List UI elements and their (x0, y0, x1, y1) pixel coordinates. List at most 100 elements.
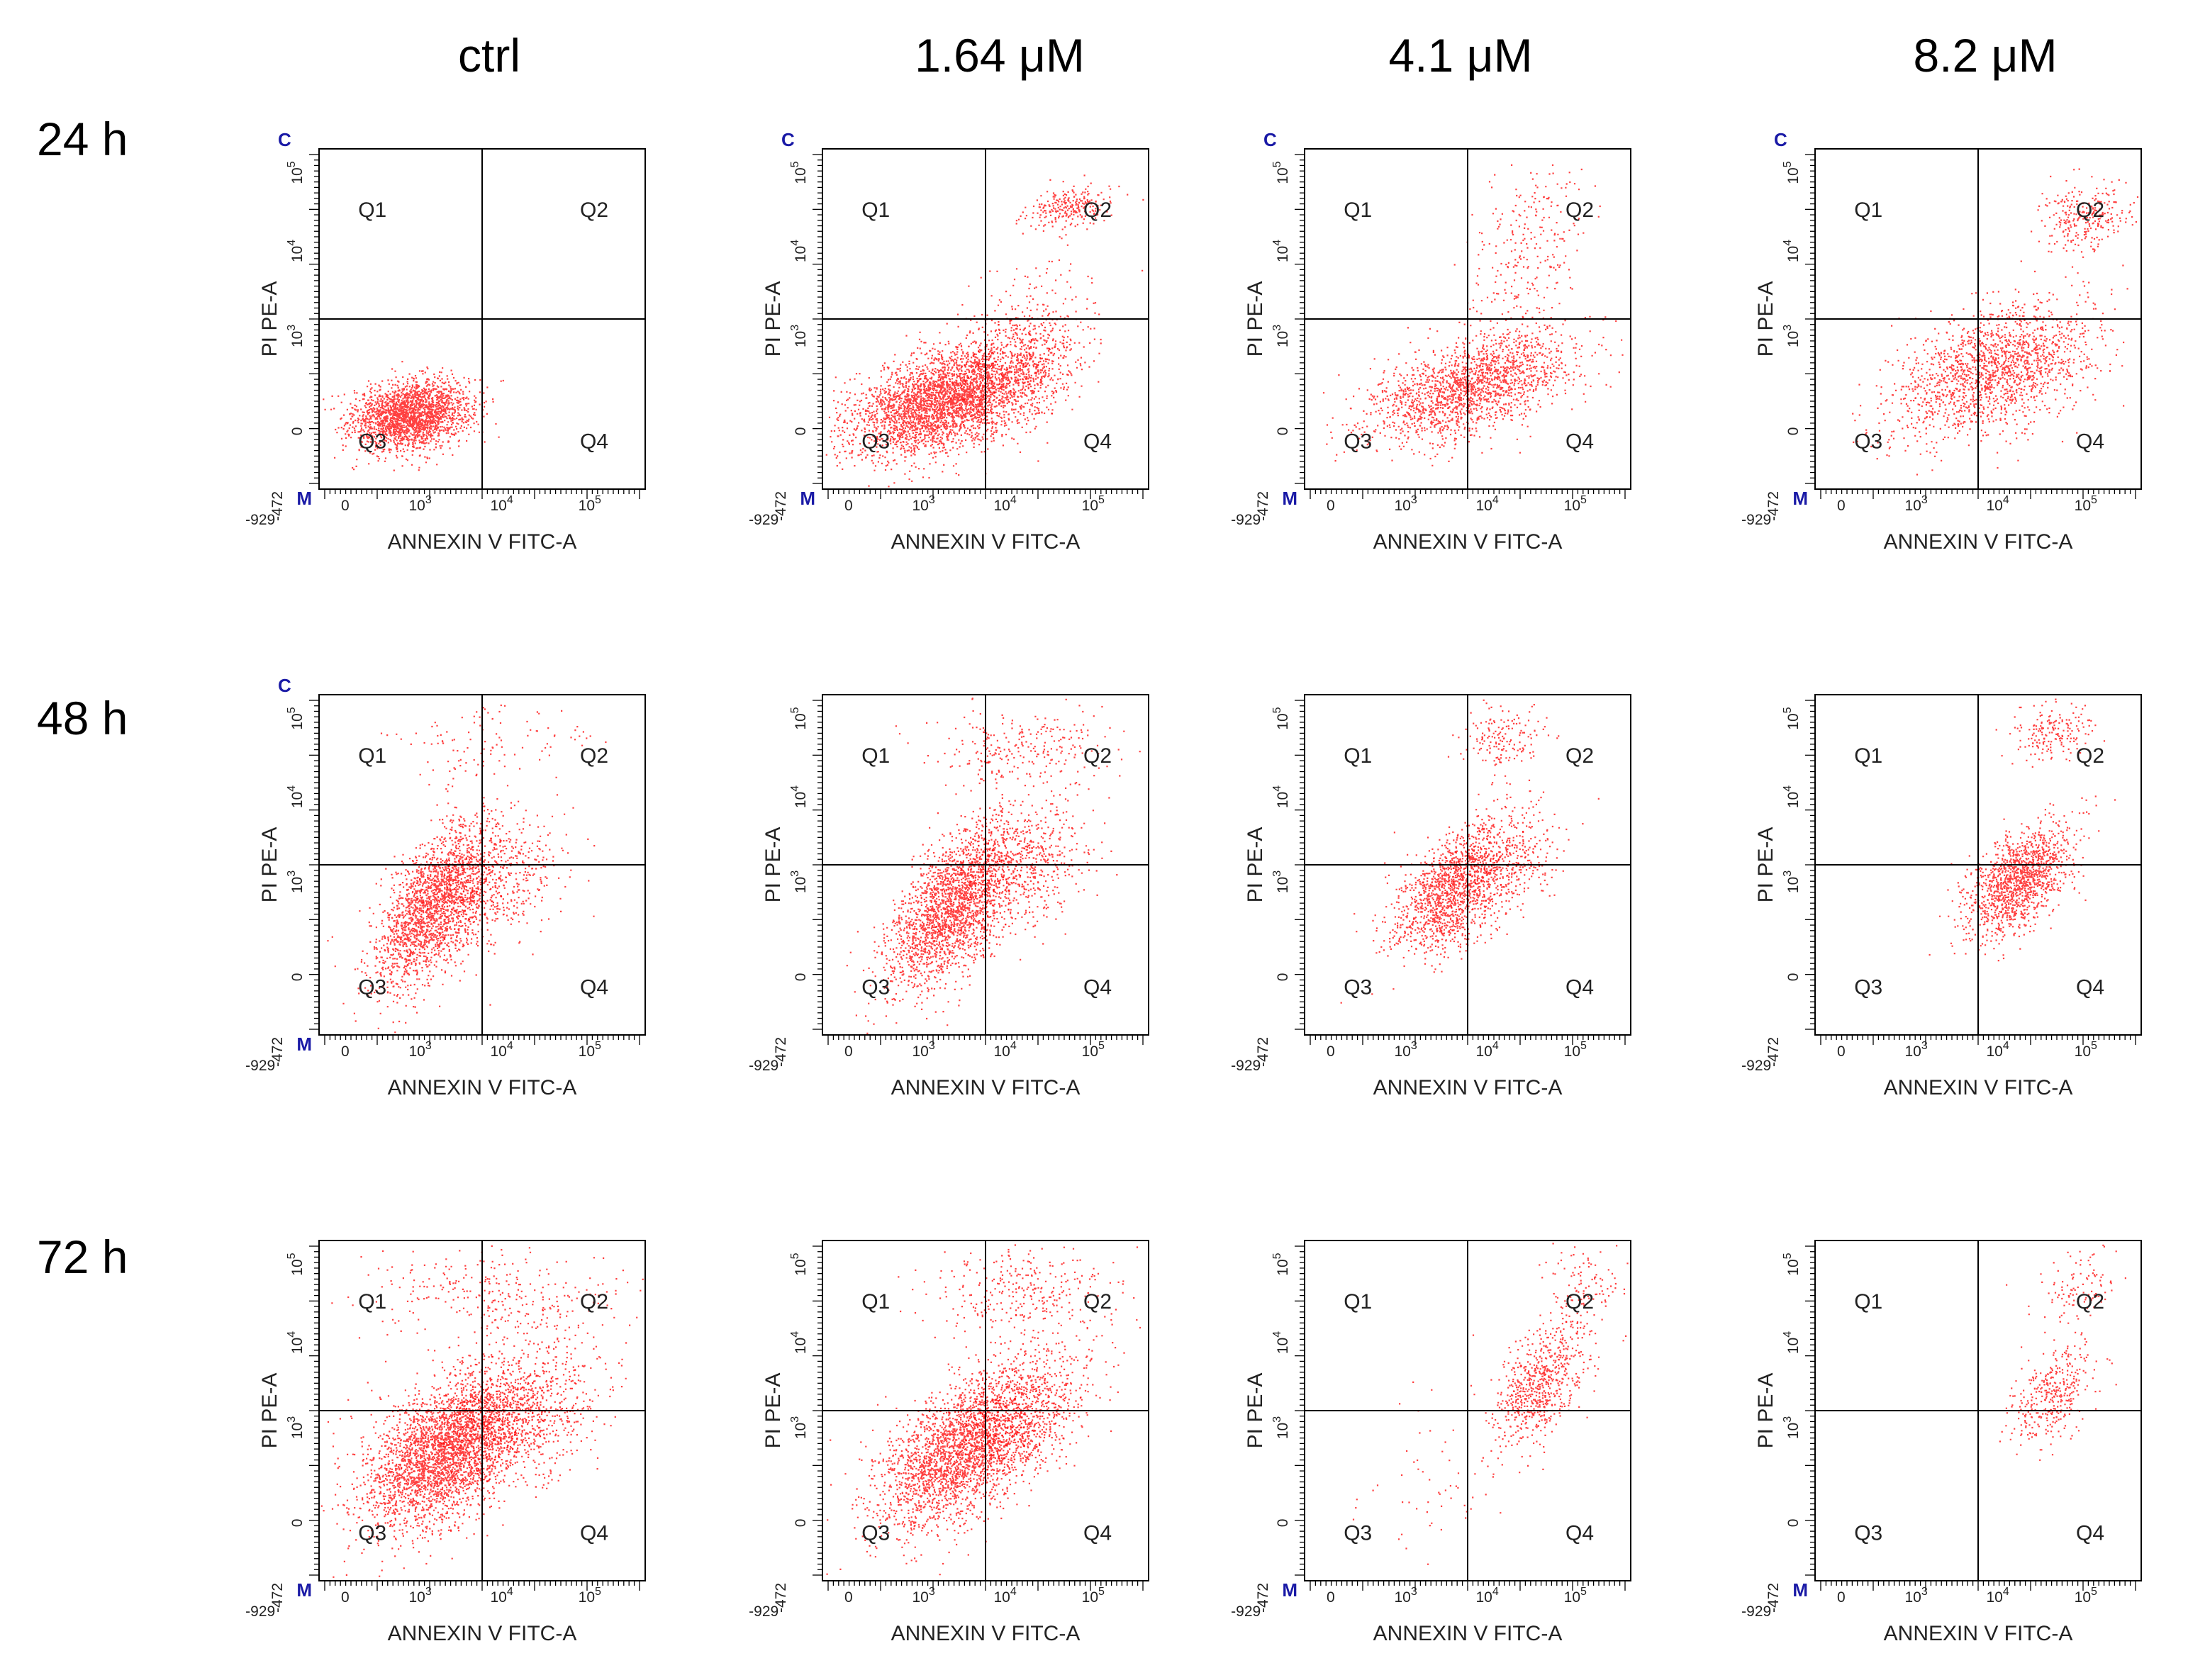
y-tick-label: 105 (1782, 1253, 1802, 1275)
x-tick-label: 105 (579, 494, 601, 514)
y-axis-title: PI PE-A (258, 1373, 281, 1449)
x-tick-label: 0 (341, 1043, 350, 1060)
quadrant-label-q2: Q2 (1083, 198, 1112, 222)
y-tick-exponent: 3 (789, 325, 801, 331)
x-axis-ticks (1820, 1035, 2136, 1045)
y-tick-label: 104 (286, 785, 306, 808)
x-tick-label: 105 (1082, 494, 1105, 514)
y-tick-label: -472 (1765, 1037, 1782, 1067)
x-tick-label: 0 (844, 1589, 853, 1606)
x-tick-label: 0 (844, 1043, 853, 1060)
x-tick-exponent: 4 (1492, 1040, 1499, 1052)
x-tick-exponent: 5 (2091, 1586, 2097, 1598)
quadrant-label-q4: Q4 (1083, 1521, 1112, 1545)
scatter-cluster (323, 361, 504, 471)
x-tick-label: 104 (490, 494, 513, 514)
y-tick-label: 105 (286, 1253, 306, 1275)
y-tick-label: 105 (286, 707, 306, 729)
y-tick-label: 0 (289, 973, 306, 982)
y-tick-exponent: 5 (286, 1253, 298, 1259)
data-points (1352, 1243, 1629, 1565)
x-tick-exponent: 4 (1492, 494, 1499, 506)
y-tick-label: 104 (789, 1331, 809, 1354)
dot-plot-24h-1-64-um: Q1 Q2 Q3 Q4 -929 0 103 104 105 -472 0 103 104 105 ANNE… (737, 129, 1191, 588)
x-tick-exponent: 3 (929, 1040, 935, 1052)
column-label-8-2-um: 8.2 μM (1913, 29, 2058, 82)
y-axis-title: PI PE-A (1244, 281, 1267, 357)
x-axis-title: ANNEXIN V FITC-A (388, 530, 577, 554)
x-tick-label: 103 (912, 1586, 934, 1606)
quadrant-label-q4: Q4 (1083, 975, 1112, 999)
gate-label-m: M (296, 488, 312, 509)
data-points (327, 704, 607, 1034)
quadrant-label-q2: Q2 (1083, 1290, 1112, 1314)
x-tick-exponent: 5 (595, 1040, 601, 1052)
x-tick-label: 103 (408, 1586, 431, 1606)
quadrant-label-q4: Q4 (1565, 975, 1594, 999)
quadrant-label-q3: Q3 (861, 1521, 890, 1545)
data-points (1340, 699, 1600, 1004)
gate-label-c: C (1774, 129, 1787, 150)
quadrant-label-q1: Q1 (861, 198, 890, 222)
x-tick-exponent: 3 (1411, 494, 1417, 506)
quadrant-label-q1: Q1 (861, 1290, 890, 1314)
y-tick-exponent: 5 (789, 161, 801, 167)
y-tick-label: 0 (793, 973, 809, 982)
quadrant-label-q3: Q3 (1344, 1521, 1372, 1545)
quadrant-label-q3: Q3 (1854, 430, 1882, 453)
scatter-cluster (1852, 260, 2128, 476)
y-tick-exponent: 3 (789, 870, 801, 877)
x-axis-title: ANNEXIN V FITC-A (1884, 530, 2073, 554)
x-tick-exponent: 4 (507, 1586, 513, 1598)
x-tick-label: 104 (1986, 1586, 2009, 1606)
y-tick-exponent: 4 (789, 240, 801, 246)
scatter-cluster (1406, 761, 1600, 943)
y-tick-label: 0 (1785, 427, 1802, 436)
x-axis-ticks (324, 1035, 640, 1045)
quadrant-label-q3: Q3 (358, 975, 386, 999)
scatter-cluster (1322, 307, 1624, 466)
y-tick-exponent: 3 (1271, 870, 1283, 877)
y-tick-label: -472 (773, 1037, 789, 1067)
y-tick-exponent: 5 (1271, 707, 1283, 713)
y-tick-label: 0 (1785, 973, 1802, 982)
x-tick-exponent: 4 (2003, 1586, 2009, 1598)
y-tick-exponent: 4 (1271, 785, 1283, 792)
y-tick-exponent: 5 (789, 707, 801, 713)
x-tick-label: 103 (408, 494, 431, 514)
dot-plot-48h-1-64-um: Q1 Q2 Q3 Q4 -929 0 103 104 105 -472 0 103 104 105 ANNE… (737, 681, 1191, 1134)
dot-plot-72h-1-64-um: Q1 Q2 Q3 Q4 -929 0 103 104 105 -472 0 103 104 105 ANNE… (737, 1226, 1191, 1680)
y-tick-label: 0 (793, 1519, 809, 1528)
data-points (825, 174, 1144, 488)
x-tick-label: 104 (1475, 494, 1498, 514)
x-tick-exponent: 5 (1580, 494, 1587, 506)
x-tick-label: 104 (1475, 1040, 1498, 1060)
scatter-cluster (939, 236, 1144, 462)
quadrant-label-q1: Q1 (1854, 1290, 1882, 1314)
quadrant-label-q2: Q2 (1083, 744, 1112, 768)
quadrant-label-q3: Q3 (861, 430, 890, 453)
quadrant-label-q4: Q4 (580, 1521, 608, 1545)
y-axis-title: PI PE-A (258, 281, 281, 357)
data-points (320, 1245, 644, 1578)
y-tick-label: 104 (1271, 1331, 1291, 1354)
x-tick-label: 105 (1082, 1586, 1105, 1606)
x-tick-label: -929 (245, 1603, 275, 1620)
column-label-4-1-um: 4.1 μM (1388, 29, 1533, 82)
x-axis-ticks (1310, 489, 1626, 499)
dot-plot-48h-8-2-um: Q1 Q2 Q3 Q4 -929 0 103 104 105 -472 0 103 104 105 ANNE… (1730, 681, 2184, 1134)
x-axis-title: ANNEXIN V FITC-A (891, 1622, 1081, 1645)
y-tick-label: 104 (1271, 240, 1291, 262)
quadrant-label-q2: Q2 (580, 198, 608, 222)
y-tick-label: 105 (1271, 1253, 1291, 1275)
x-axis-title: ANNEXIN V FITC-A (1884, 1076, 2073, 1099)
x-axis-ticks (1820, 489, 2136, 499)
quadrant-label-q2: Q2 (580, 1290, 608, 1314)
x-tick-exponent: 3 (425, 1586, 432, 1598)
y-tick-label: 103 (1782, 1416, 1802, 1439)
quadrant-label-q2: Q2 (580, 744, 608, 768)
x-tick-label: -929 (245, 512, 275, 528)
x-axis-title: ANNEXIN V FITC-A (891, 530, 1081, 554)
